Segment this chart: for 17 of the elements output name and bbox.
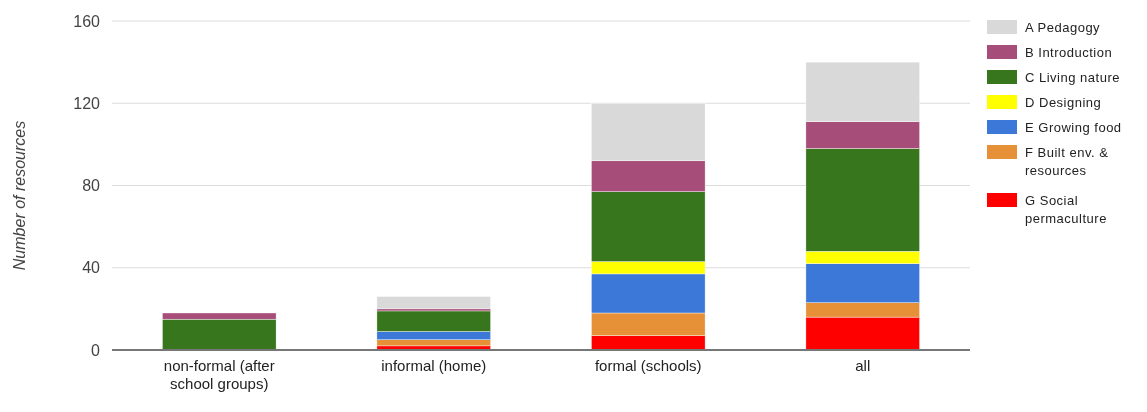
y-tick-label: 80 <box>82 177 101 195</box>
legend-label: F Built env. & resources <box>1025 145 1109 178</box>
x-tick-label: formal (schools) <box>594 356 702 374</box>
y-tick-label: 160 <box>73 12 101 30</box>
legend-label: A Pedagogy <box>1025 20 1101 35</box>
y-tick-label: 40 <box>82 259 101 277</box>
legend-label: C Living nature <box>1025 70 1120 85</box>
legend-label: G Social permaculture <box>1025 193 1107 226</box>
x-tick-label: non-formal (after school groups) <box>163 356 275 393</box>
y-tick-label: 0 <box>91 341 101 359</box>
y-tick-label: 120 <box>73 94 101 112</box>
legend-label: E Growing food <box>1025 120 1122 135</box>
x-tick-label: all <box>855 356 871 374</box>
x-tick-label: informal (home) <box>381 356 487 374</box>
legend-label: B Introduction <box>1025 45 1113 60</box>
y-axis-title: Number of resources <box>11 120 28 271</box>
legend-label: D Designing <box>1025 95 1102 110</box>
